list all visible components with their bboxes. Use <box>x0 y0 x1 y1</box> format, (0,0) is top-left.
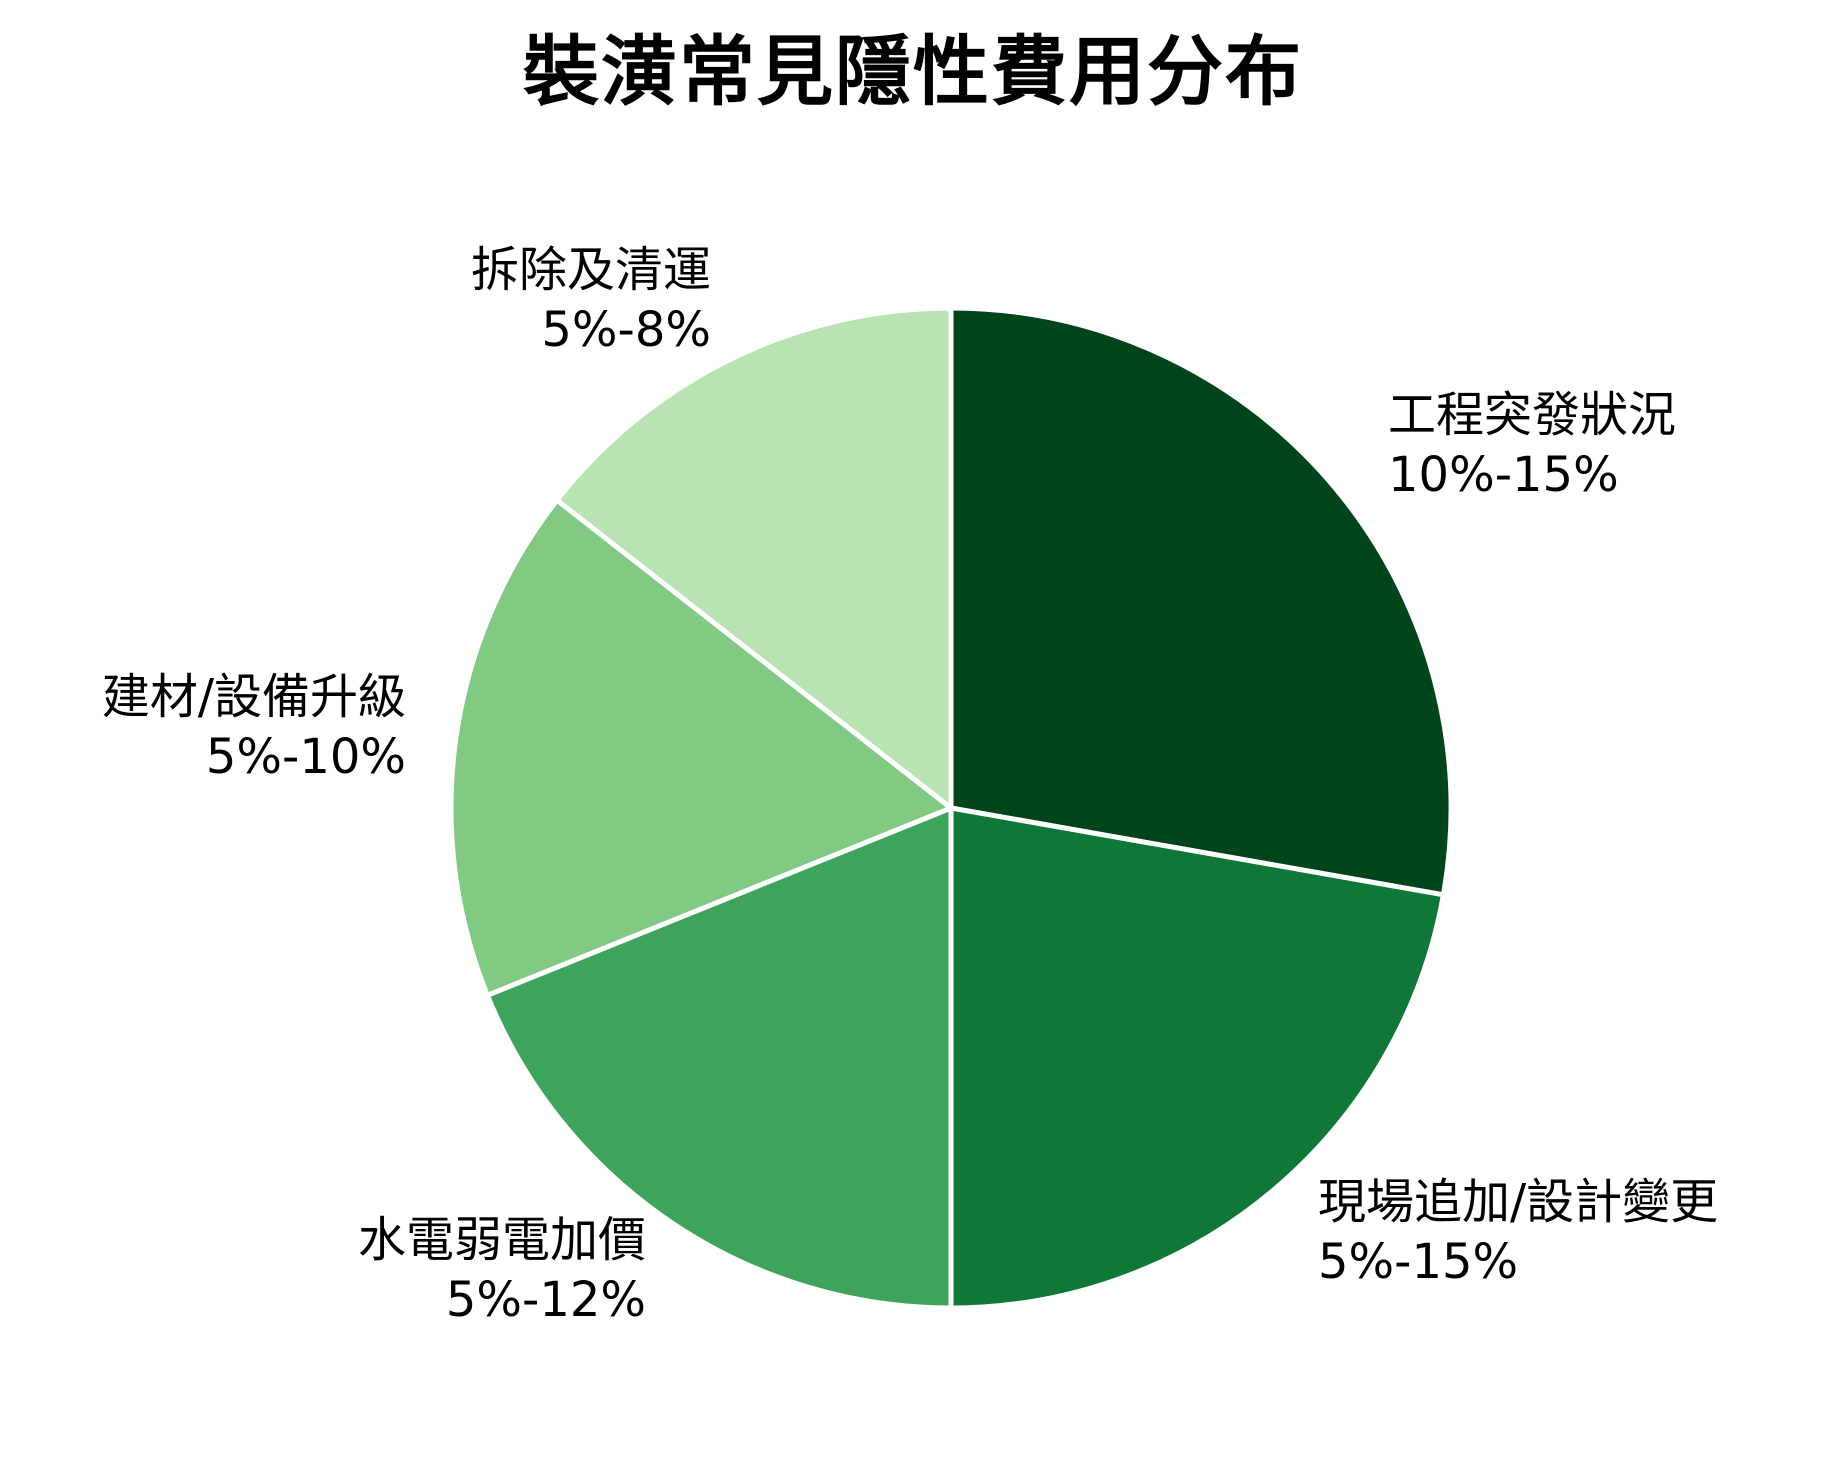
label-onsite-additions: 現場追加/設計變更 5%-15% <box>1318 1172 1718 1292</box>
label-material-upgrade: 建材/設備升級 5%-10% <box>102 667 406 787</box>
label-name: 工程突發狀況 <box>1388 387 1677 443</box>
label-range: 5%-10% <box>205 729 406 785</box>
label-range: 5%-15% <box>1318 1234 1519 1290</box>
label-name: 現場追加/設計變更 <box>1318 1174 1719 1230</box>
label-range: 5%-8% <box>541 302 711 358</box>
label-range: 10%-15% <box>1388 447 1619 503</box>
label-engineering-surprises: 工程突發狀況 10%-15% <box>1388 385 1676 505</box>
slice-electrical-markup <box>484 805 954 1311</box>
slice-demolition-cleanup <box>554 305 954 811</box>
slice-onsite-additions <box>948 805 1446 1311</box>
label-range: 5%-12% <box>445 1272 646 1328</box>
label-electrical-markup: 水電弱電加價 5%-12% <box>358 1210 646 1330</box>
label-name: 建材/設備升級 <box>101 669 406 725</box>
slice-material-upgrade <box>448 497 954 998</box>
label-name: 拆除及清運 <box>470 242 711 298</box>
label-demolition-cleanup: 拆除及清運 5%-8% <box>471 240 711 360</box>
label-name: 水電弱電加價 <box>357 1212 646 1268</box>
slice-engineering-surprises <box>948 305 1454 898</box>
chart-title: 裝潢常見隱性費用分布 <box>523 27 1303 116</box>
